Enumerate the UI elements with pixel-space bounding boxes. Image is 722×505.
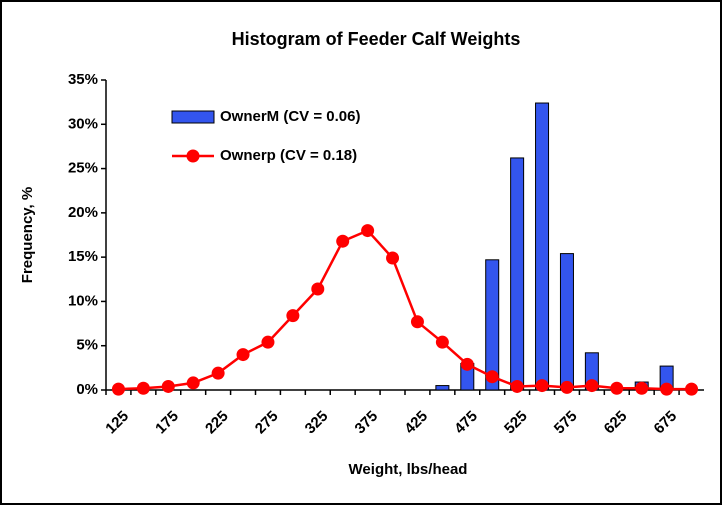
bar — [559, 253, 574, 391]
point — [635, 381, 649, 395]
point — [261, 335, 275, 349]
point — [236, 348, 250, 362]
point — [460, 357, 474, 371]
point — [311, 282, 325, 296]
point — [485, 370, 499, 384]
point — [286, 309, 300, 323]
legend-label: Ownerp (CV = 0.18) — [220, 147, 357, 164]
y-tick-label: 20% — [68, 204, 98, 221]
point — [535, 379, 549, 393]
point — [161, 379, 175, 393]
y-tick-label: 35% — [68, 71, 98, 88]
point — [560, 380, 574, 394]
bar — [535, 102, 550, 391]
point — [410, 315, 424, 329]
y-tick-label: 15% — [68, 248, 98, 265]
y-tick-label: 25% — [68, 160, 98, 177]
point — [660, 382, 674, 396]
point — [211, 366, 225, 380]
y-tick-label: 5% — [76, 337, 98, 354]
point — [136, 381, 150, 395]
bar — [435, 385, 450, 391]
legend-swatch — [186, 149, 200, 163]
point — [336, 234, 350, 248]
point — [111, 382, 125, 396]
point — [386, 251, 400, 265]
chart-title: Histogram of Feeder Calf Weights — [232, 29, 521, 49]
point — [510, 379, 524, 393]
point — [585, 379, 599, 393]
point — [435, 335, 449, 349]
y-axis-label: Frequency, % — [19, 187, 36, 283]
y-tick-label: 10% — [68, 292, 98, 309]
point — [361, 224, 375, 238]
point — [685, 382, 699, 396]
legend-label: OwnerM (CV = 0.06) — [220, 108, 360, 125]
point — [610, 381, 624, 395]
legend-swatch — [171, 110, 215, 124]
y-tick-label: 30% — [68, 115, 98, 132]
point — [186, 376, 200, 390]
y-tick-label: 0% — [76, 381, 98, 398]
bar — [485, 259, 500, 391]
bar — [510, 157, 525, 391]
x-axis-label: Weight, lbs/head — [349, 461, 468, 478]
